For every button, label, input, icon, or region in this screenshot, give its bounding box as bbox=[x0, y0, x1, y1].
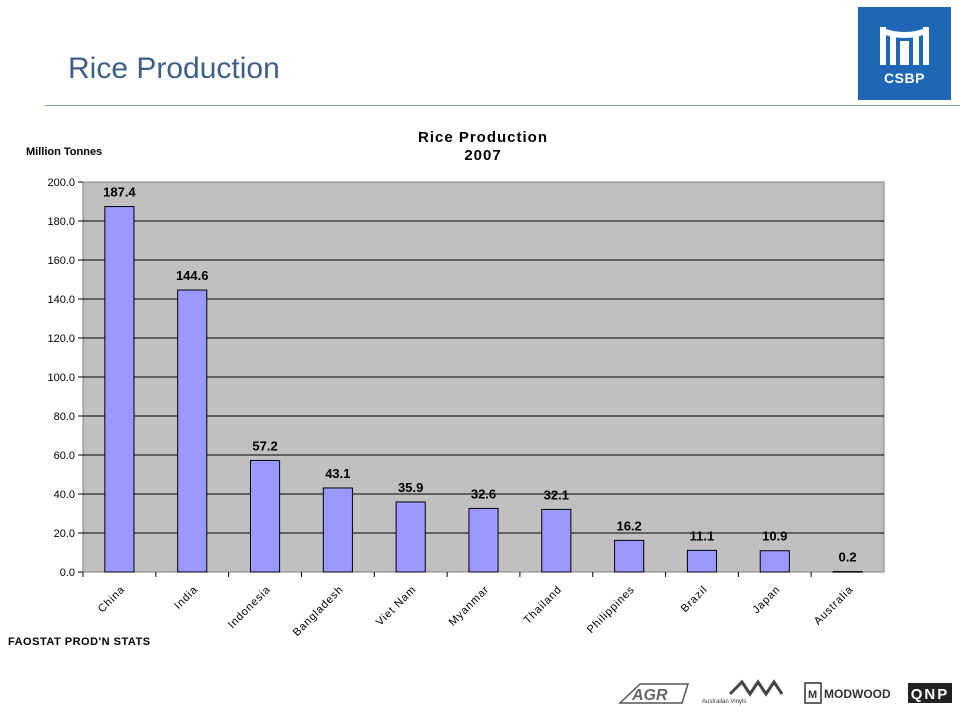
x-tick-label: Bangladesh bbox=[291, 584, 346, 639]
y-axis-label: Million Tonnes bbox=[26, 146, 102, 158]
bar-india bbox=[177, 289, 208, 573]
y-tick-label: 0.0 bbox=[60, 567, 75, 579]
bar-myanmar bbox=[468, 507, 499, 573]
svg-text:M: M bbox=[808, 689, 817, 701]
modwood-logo: M MODWOOD bbox=[804, 682, 891, 704]
data-label: 16.2 bbox=[616, 518, 641, 533]
x-axis-ticks: China India Indonesia Bangladesh Viet Nam Mya… bbox=[82, 572, 856, 639]
australian-vinyls-logo: Australian Vinyls bbox=[702, 679, 784, 705]
y-tick-label: 60.0 bbox=[54, 450, 75, 462]
csbp-logo-text: CSBP bbox=[884, 70, 925, 86]
data-label: 43.1 bbox=[325, 466, 350, 481]
qnp-logo-text: QNP bbox=[911, 686, 950, 703]
y-tick-label: 140.0 bbox=[47, 294, 75, 306]
qnp-logo: QNP bbox=[908, 683, 952, 703]
data-label: 187.4 bbox=[103, 185, 136, 200]
data-label: 144.6 bbox=[176, 268, 209, 283]
x-tick-label: Viet Nam bbox=[374, 584, 419, 629]
title-divider bbox=[45, 105, 960, 106]
x-tick-label: Brazil bbox=[679, 584, 710, 615]
chart-subtitle: 2007 bbox=[464, 147, 501, 164]
slide-title: Rice Production bbox=[68, 52, 280, 85]
y-tick-label: 180.0 bbox=[47, 216, 75, 228]
y-axis-ticks: 0.0 20.0 40.0 60.0 80.0 100.0 120.0 140.0 160.0 1… bbox=[47, 177, 83, 579]
x-tick-label: Japan bbox=[750, 584, 783, 617]
y-tick-label: 120.0 bbox=[47, 333, 75, 345]
modwood-logo-text: MODWOOD bbox=[824, 687, 891, 701]
x-tick-label: Australia bbox=[812, 584, 856, 628]
agr-logo-text: AGR bbox=[631, 687, 668, 704]
data-label: 32.1 bbox=[544, 487, 569, 502]
chart-title: Rice Production bbox=[418, 129, 548, 146]
y-tick-label: 200.0 bbox=[47, 177, 75, 189]
bar-indonesia bbox=[249, 459, 281, 573]
data-label: 57.2 bbox=[252, 438, 277, 453]
x-tick-label: Indonesia bbox=[226, 584, 273, 631]
data-label: 32.6 bbox=[471, 486, 496, 501]
agr-logo: AGR bbox=[618, 683, 690, 704]
data-label: 10.9 bbox=[762, 529, 787, 544]
source-note: FAOSTAT PROD'N STATS bbox=[8, 636, 151, 648]
y-tick-label: 40.0 bbox=[54, 489, 75, 501]
x-tick-label: Myanmar bbox=[447, 584, 492, 629]
data-label: 0.2 bbox=[839, 550, 857, 565]
bar-china bbox=[104, 206, 135, 573]
bar-japan bbox=[759, 550, 790, 573]
x-tick-label: Thailand bbox=[522, 584, 565, 627]
bars bbox=[104, 206, 863, 573]
bar-brazil bbox=[686, 549, 718, 573]
australian-vinyls-logo-text: Australian Vinyls bbox=[702, 699, 746, 705]
y-tick-label: 20.0 bbox=[54, 528, 75, 540]
bar-bangladesh bbox=[322, 487, 353, 573]
csbp-logo: CSBP bbox=[858, 7, 951, 100]
csbp-logo-icon bbox=[880, 27, 929, 65]
y-tick-label: 160.0 bbox=[47, 255, 75, 267]
y-tick-label: 80.0 bbox=[54, 411, 75, 423]
data-labels: 187.4 144.6 57.2 43.1 35.9 32.6 32.1 16.2 11.1 10… bbox=[103, 185, 856, 565]
rice-production-chart: Rice Production 2007 Million Tonnes 187.… bbox=[26, 129, 885, 639]
bar-viet-nam bbox=[395, 501, 426, 573]
bar-thailand bbox=[541, 508, 572, 573]
data-label: 35.9 bbox=[398, 480, 423, 495]
data-label: 11.1 bbox=[690, 528, 715, 543]
x-tick-label: China bbox=[96, 584, 128, 616]
bar-philippines bbox=[614, 539, 645, 573]
bar-australia bbox=[832, 571, 863, 573]
x-tick-label: Philippines bbox=[585, 584, 637, 636]
y-tick-label: 100.0 bbox=[47, 372, 75, 384]
x-tick-label: India bbox=[172, 584, 200, 612]
